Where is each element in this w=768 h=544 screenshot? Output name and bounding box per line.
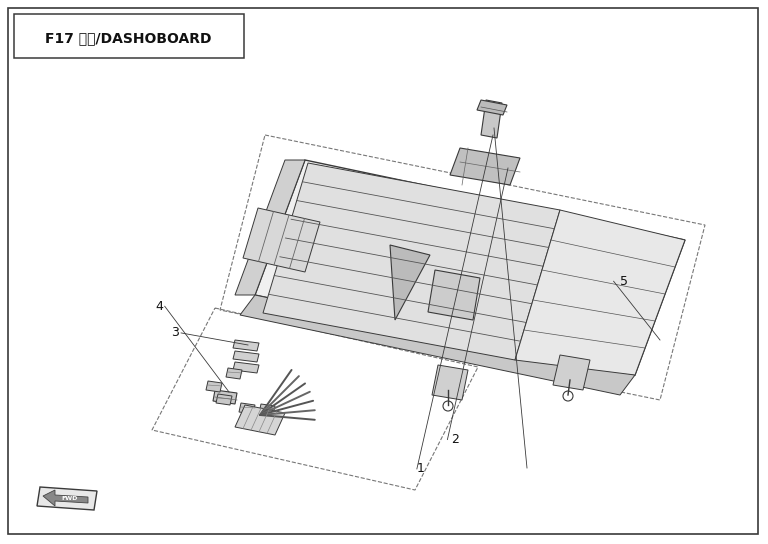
Text: F17 仪表/DASHOBOARD: F17 仪表/DASHOBOARD xyxy=(45,31,211,45)
Polygon shape xyxy=(43,490,88,506)
Bar xyxy=(14,14,244,58)
Polygon shape xyxy=(259,404,275,415)
Polygon shape xyxy=(432,365,468,400)
Polygon shape xyxy=(515,210,685,375)
Polygon shape xyxy=(390,245,430,320)
Polygon shape xyxy=(481,100,502,138)
Polygon shape xyxy=(233,340,259,351)
Polygon shape xyxy=(206,381,222,392)
Polygon shape xyxy=(233,362,259,373)
Polygon shape xyxy=(239,403,255,414)
Polygon shape xyxy=(450,148,520,185)
Text: 1: 1 xyxy=(417,462,425,475)
Polygon shape xyxy=(428,270,480,320)
Polygon shape xyxy=(37,487,97,510)
Polygon shape xyxy=(213,390,237,404)
Polygon shape xyxy=(233,351,259,362)
Polygon shape xyxy=(477,100,507,115)
Polygon shape xyxy=(553,355,590,390)
Text: 4: 4 xyxy=(156,300,164,313)
Polygon shape xyxy=(243,208,320,272)
Text: 3: 3 xyxy=(171,326,179,339)
Polygon shape xyxy=(240,295,635,395)
Circle shape xyxy=(443,401,453,411)
Text: 2: 2 xyxy=(452,433,459,446)
Text: 5: 5 xyxy=(620,275,627,288)
Polygon shape xyxy=(226,368,242,379)
Polygon shape xyxy=(255,160,685,375)
Polygon shape xyxy=(235,405,285,435)
Polygon shape xyxy=(235,160,305,295)
Text: FWD: FWD xyxy=(61,497,78,502)
Circle shape xyxy=(563,391,573,401)
Polygon shape xyxy=(263,163,560,360)
Polygon shape xyxy=(216,394,232,405)
